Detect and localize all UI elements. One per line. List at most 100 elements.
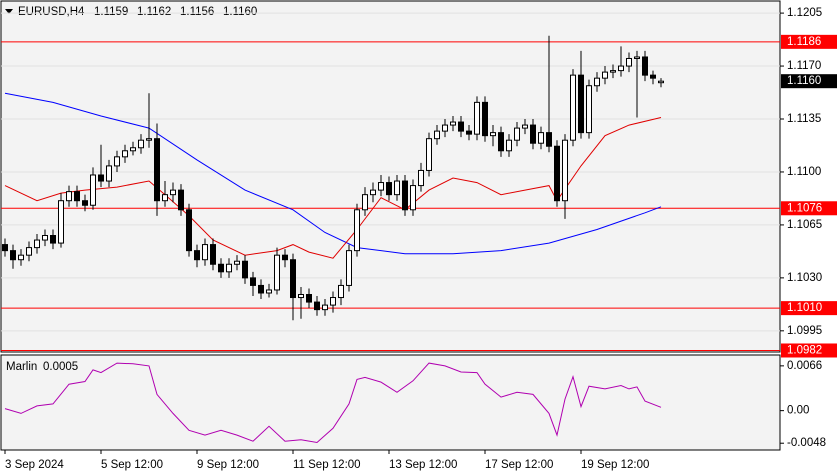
candle-body — [522, 124, 528, 129]
main-panel — [0, 0, 781, 353]
candle-body — [602, 71, 608, 79]
candle-body — [66, 191, 72, 202]
quote-close: 1.1160 — [223, 6, 257, 18]
candle-body — [530, 124, 536, 144]
candle-body — [2, 244, 8, 252]
candle-body — [298, 294, 304, 299]
candle-body — [594, 77, 600, 87]
price-label-box — [781, 74, 837, 89]
candle-body — [138, 139, 144, 149]
symbol-title: EURUSD,H4 — [18, 6, 85, 18]
candle-body — [362, 194, 368, 211]
candle-body — [386, 182, 392, 196]
quote-high: 1.1162 — [137, 6, 171, 18]
candle-body — [42, 235, 48, 241]
candle-body — [634, 56, 640, 59]
candle-body — [546, 132, 552, 147]
indicator-line — [4, 362, 662, 444]
moving-average — [4, 117, 662, 259]
menu-triangle — [5, 9, 13, 14]
candle-body — [378, 182, 384, 191]
y-tick-label: 1.1135 — [787, 113, 821, 125]
y-tick-label: 1.1030 — [787, 272, 822, 284]
moving-average — [4, 92, 662, 255]
candle-body — [466, 130, 472, 135]
candle-body — [98, 174, 104, 182]
candle-body — [274, 254, 280, 291]
candle-body — [18, 254, 24, 261]
candle-body — [554, 145, 560, 202]
y-tick-label: 1.1065 — [787, 219, 822, 231]
candle-body — [314, 301, 320, 311]
x-tick-label: 17 Sep 12:00 — [485, 459, 553, 471]
candle-body — [490, 132, 496, 137]
candle-body — [458, 121, 464, 132]
candle-body — [442, 124, 448, 132]
candle-body — [186, 209, 192, 252]
y-tick-label: 1.1100 — [787, 166, 821, 178]
candle-body — [202, 244, 208, 261]
candle-body — [482, 101, 488, 137]
candle-body — [578, 74, 584, 134]
level-label: 1.0982 — [787, 345, 822, 357]
x-tick-label: 5 Sep 12:00 — [101, 459, 163, 471]
candle-body — [514, 127, 520, 141]
y-tick-label: 0.0066 — [787, 360, 822, 372]
y-tick-label: 1.0995 — [787, 325, 822, 337]
level-label-box — [781, 201, 837, 216]
candle-body — [418, 169, 424, 187]
quote-low: 1.1156 — [180, 6, 214, 18]
candle-body — [90, 174, 96, 206]
candle-body — [250, 277, 256, 286]
candle-body — [642, 56, 648, 76]
x-tick-label: 11 Sep 12:00 — [293, 459, 361, 471]
candle-body — [162, 194, 168, 202]
x-tick-label: 3 Sep 2024 — [5, 459, 64, 471]
candle-body — [194, 250, 200, 261]
x-tick-label: 13 Sep 12:00 — [389, 459, 457, 471]
candle-body — [498, 132, 504, 152]
candle-body — [266, 289, 272, 294]
candle-body — [370, 189, 376, 196]
x-tick-label: 19 Sep 12:00 — [581, 459, 649, 471]
level-label: 1.1010 — [787, 302, 822, 314]
indicator-panel — [0, 354, 781, 451]
candle-body — [58, 200, 64, 244]
candle-body — [234, 260, 240, 265]
candle-body — [506, 139, 512, 152]
indicator-value: 0.0005 — [43, 361, 78, 373]
candle-body — [106, 165, 112, 182]
candle-body — [26, 247, 32, 256]
candle-body — [282, 254, 288, 261]
candle-body — [114, 156, 120, 167]
y-tick-label: 1.1170 — [787, 60, 821, 72]
candle-body — [170, 189, 176, 196]
candle-body — [394, 180, 400, 196]
candle-body — [338, 284, 344, 299]
candle-body — [618, 65, 624, 72]
candle-body — [242, 260, 248, 279]
indicator-name: Marlin — [6, 361, 37, 373]
candle-body — [74, 191, 80, 202]
candle-body — [354, 209, 360, 252]
level-label: 1.1076 — [787, 202, 822, 214]
candle-body — [570, 74, 576, 141]
candle-body — [346, 250, 352, 286]
candle-body — [450, 121, 456, 126]
candle-body — [34, 239, 40, 249]
candle-body — [538, 132, 544, 144]
level-label-box — [781, 34, 837, 49]
candle-body — [154, 138, 160, 202]
level-label-box — [781, 343, 837, 358]
candle-body — [562, 139, 568, 202]
y-tick-label: -0.0048 — [787, 437, 826, 449]
candle-body — [290, 259, 296, 299]
candle-body — [426, 138, 432, 171]
candle-body — [226, 263, 232, 273]
candle-body — [50, 235, 56, 244]
price-label: 1.1160 — [787, 75, 821, 87]
level-label: 1.1186 — [787, 36, 821, 48]
candle-body — [586, 85, 592, 134]
x-tick-label: 9 Sep 12:00 — [197, 459, 259, 471]
